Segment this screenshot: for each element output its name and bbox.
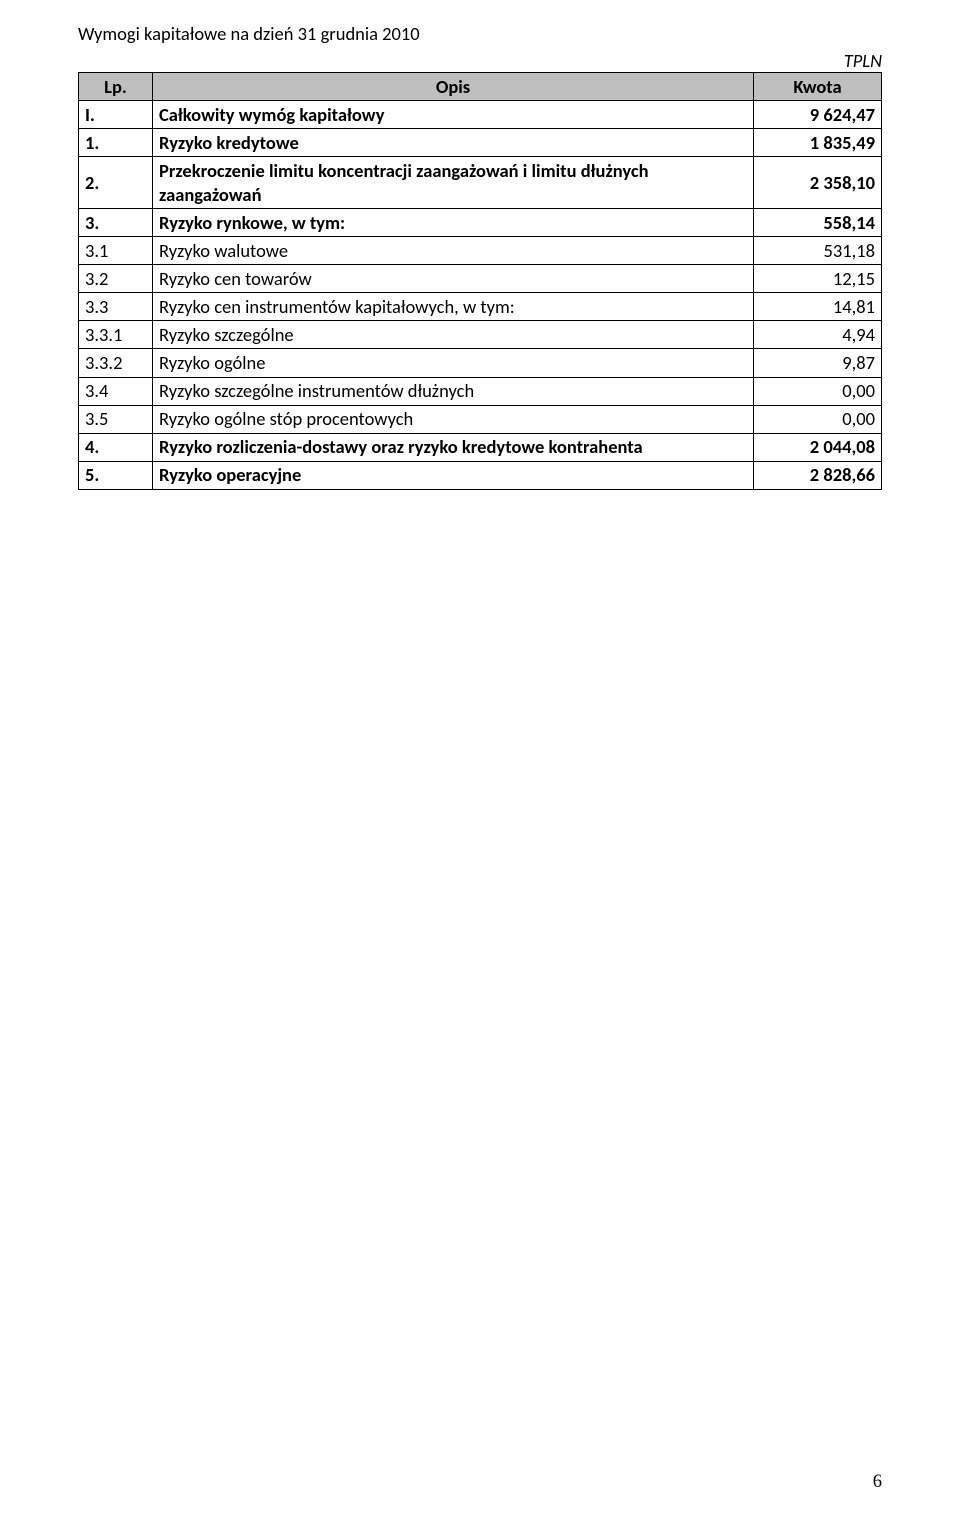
cell-lp: 3.3.1 [79,321,153,349]
table-row: 3.3Ryzyko cen instrumentów kapitałowych,… [79,293,882,321]
cell-opis: Ryzyko operacyjne [153,461,754,489]
cell-opis: Ryzyko rynkowe, w tym: [153,209,754,237]
cell-kwota: 531,18 [754,237,882,265]
table-body: I.Całkowity wymóg kapitałowy9 624,471.Ry… [79,101,882,490]
cell-lp: 3.4 [79,377,153,405]
cell-kwota: 14,81 [754,293,882,321]
cell-opis: Ryzyko cen instrumentów kapitałowych, w … [153,293,754,321]
document-page: Wymogi kapitałowe na dzień 31 grudnia 20… [0,0,960,1537]
cell-lp: 3.5 [79,405,153,433]
cell-opis: Ryzyko szczególne instrumentów dłużnych [153,377,754,405]
cell-lp: 3. [79,209,153,237]
cell-lp: 3.3 [79,293,153,321]
col-header-opis: Opis [153,73,754,101]
table-header-row: Lp. Opis Kwota [79,73,882,101]
cell-opis: Ryzyko szczególne [153,321,754,349]
cell-kwota: 12,15 [754,265,882,293]
table-row: 4.Ryzyko rozliczenia-dostawy oraz ryzyko… [79,433,882,461]
cell-lp: I. [79,101,153,129]
cell-opis: Ryzyko ogólne [153,349,754,377]
page-title: Wymogi kapitałowe na dzień 31 grudnia 20… [78,22,882,45]
cell-opis: Całkowity wymóg kapitałowy [153,101,754,129]
col-header-lp: Lp. [79,73,153,101]
table-row: I.Całkowity wymóg kapitałowy9 624,47 [79,101,882,129]
table-row: 3.1Ryzyko walutowe531,18 [79,237,882,265]
table-row: 1.Ryzyko kredytowe1 835,49 [79,129,882,157]
cell-lp: 5. [79,461,153,489]
cell-kwota: 0,00 [754,377,882,405]
table-row: 3.3.1Ryzyko szczególne4,94 [79,321,882,349]
table-row: 3.2Ryzyko cen towarów12,15 [79,265,882,293]
cell-kwota: 2 358,10 [754,157,882,209]
table-row: 3.Ryzyko rynkowe, w tym:558,14 [79,209,882,237]
currency-label: TPLN [78,49,882,72]
cell-opis: Ryzyko walutowe [153,237,754,265]
cell-kwota: 4,94 [754,321,882,349]
cell-lp: 3.3.2 [79,349,153,377]
table-row: 3.3.2Ryzyko ogólne9,87 [79,349,882,377]
capital-requirements-table: Lp. Opis Kwota I.Całkowity wymóg kapitał… [78,72,882,490]
cell-opis: Ryzyko kredytowe [153,129,754,157]
cell-opis: Ryzyko rozliczenia-dostawy oraz ryzyko k… [153,433,754,461]
cell-lp: 3.2 [79,265,153,293]
cell-opis: Ryzyko ogólne stóp procentowych [153,405,754,433]
cell-opis: Przekroczenie limitu koncentracji zaanga… [153,157,754,209]
table-row: 2.Przekroczenie limitu koncentracji zaan… [79,157,882,209]
cell-kwota: 0,00 [754,405,882,433]
table-row: 5.Ryzyko operacyjne2 828,66 [79,461,882,489]
cell-kwota: 9 624,47 [754,101,882,129]
table-row: 3.5Ryzyko ogólne stóp procentowych0,00 [79,405,882,433]
page-number: 6 [873,1472,882,1493]
cell-kwota: 2 044,08 [754,433,882,461]
cell-lp: 3.1 [79,237,153,265]
col-header-kwota: Kwota [754,73,882,101]
table-row: 3.4Ryzyko szczególne instrumentów dłużny… [79,377,882,405]
cell-kwota: 9,87 [754,349,882,377]
cell-lp: 1. [79,129,153,157]
cell-lp: 4. [79,433,153,461]
cell-lp: 2. [79,157,153,209]
cell-opis: Ryzyko cen towarów [153,265,754,293]
cell-kwota: 1 835,49 [754,129,882,157]
cell-kwota: 558,14 [754,209,882,237]
cell-kwota: 2 828,66 [754,461,882,489]
